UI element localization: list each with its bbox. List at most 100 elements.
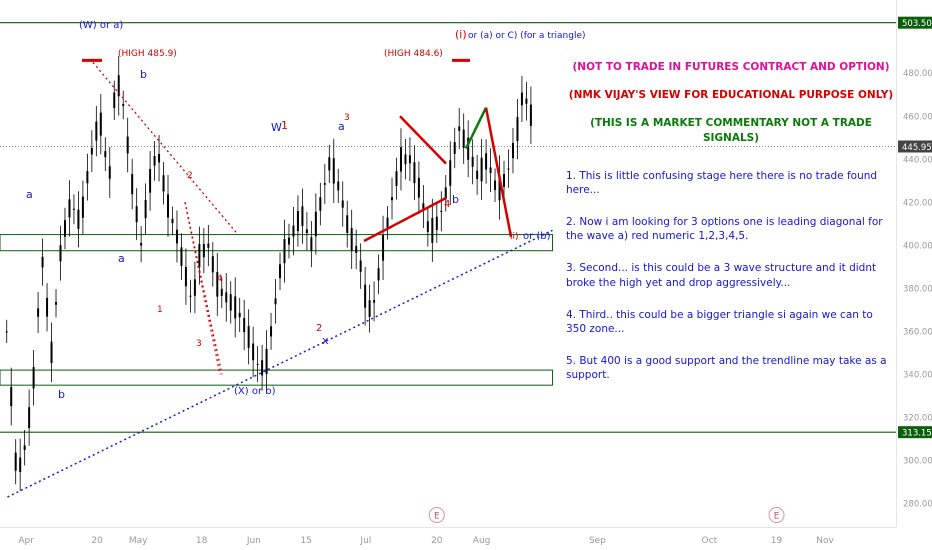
candle-body-80 — [364, 284, 367, 308]
candle-body-104 — [471, 156, 474, 167]
candle-body-88 — [399, 147, 402, 172]
support-zones — [0, 234, 554, 386]
candle-body-40 — [184, 266, 187, 287]
candle-body-48 — [220, 288, 223, 296]
candle-body-97 — [440, 210, 443, 212]
event-label-2: E — [774, 512, 780, 522]
candle-body-50 — [229, 294, 232, 311]
candle-body-13 — [63, 220, 66, 237]
candle-body-7 — [37, 308, 40, 317]
y-tick-280: 280.00 — [903, 499, 932, 509]
candle-body-113 — [511, 143, 514, 159]
candle-body-53 — [243, 317, 246, 333]
candle-body-67 — [305, 229, 308, 234]
wave-label-17: (X) or b) — [234, 386, 276, 397]
candle-body-76 — [346, 215, 349, 233]
candle-body-32 — [149, 169, 152, 193]
x-tick-3: May — [129, 536, 148, 546]
candle-body-87 — [395, 171, 398, 186]
candle-body-75 — [341, 200, 344, 208]
candle-body-23 — [108, 166, 111, 179]
candle-body-108 — [489, 167, 492, 173]
candle-body-49 — [225, 292, 228, 303]
candle-body-70 — [319, 197, 322, 211]
wave-label-6: b — [58, 388, 65, 401]
candle-body-109 — [494, 180, 497, 190]
x-tick-8: 20 — [431, 536, 443, 546]
wave-label-12: 1 — [281, 119, 288, 132]
candle-body-117 — [529, 104, 532, 126]
wave-label-14: 3 — [344, 113, 350, 123]
candle-body-58 — [265, 348, 268, 374]
candle-body-25 — [117, 75, 120, 97]
wave-label-8: 1 — [157, 305, 163, 315]
candle-body-28 — [131, 173, 134, 195]
y-tick-420: 420.00 — [903, 198, 932, 208]
candle-body-83 — [377, 268, 380, 281]
x-tick-6: 15 — [300, 536, 311, 546]
candle-body-64 — [292, 225, 295, 237]
candle-body-12 — [59, 245, 62, 262]
wave-label-7: 2 — [187, 171, 193, 181]
x-tick-10: Sep — [589, 536, 606, 546]
x-tick-9: Aug — [473, 536, 491, 546]
projection-down — [484, 107, 513, 237]
candle-body-2 — [14, 452, 17, 471]
note-2: 2. Now i am looking for 3 options one is… — [566, 216, 883, 243]
candle-body-10 — [50, 341, 53, 364]
candle-body-89 — [404, 154, 407, 165]
candle-body-63 — [287, 237, 290, 245]
wave-dotted-2 — [184, 202, 221, 375]
wave-label-5: a — [118, 252, 125, 265]
candle-body-81 — [368, 300, 371, 318]
wave-label-21: 4 — [444, 199, 450, 210]
price-tag-3: 313.15 — [902, 429, 932, 439]
candle-body-37 — [171, 218, 174, 224]
candle-body-43 — [198, 244, 201, 268]
candle-body-14 — [68, 199, 71, 218]
note-4: 4. Third.. this could be a bigger triang… — [566, 308, 873, 335]
x-tick-13: Nov — [816, 536, 834, 546]
candle-body-90 — [408, 155, 411, 164]
candle-body-59 — [270, 326, 273, 337]
support-zone-2 — [0, 369, 554, 386]
commentary-panel: (NOT TO TRADE IN FUTURES CONTRACT AND OP… — [566, 60, 896, 400]
candle-body-39 — [180, 247, 183, 266]
candle-body-19 — [90, 147, 93, 155]
y-tick-360: 360.00 — [903, 327, 932, 337]
candle-body-0 — [5, 331, 8, 333]
y-tick-380: 380.00 — [903, 284, 932, 294]
price-tag-1: 503.50 — [902, 19, 932, 29]
candle-body-68 — [310, 237, 313, 251]
candle-body-47 — [216, 272, 219, 297]
note-3: 3. Second... is this could be a 3 wave s… — [566, 262, 877, 289]
wave-drawings — [82, 58, 513, 375]
candle-body-78 — [355, 245, 358, 253]
candle-body-51 — [234, 296, 237, 319]
candle-body-61 — [279, 264, 282, 279]
candle-body-73 — [332, 158, 335, 184]
disclaimer-educational: (NMK VIJAY'S VIEW FOR EDUCATIONAL PURPOS… — [568, 89, 894, 102]
wave-label-11: W — [271, 121, 282, 134]
candle-body-99 — [449, 160, 452, 186]
event-marker-2 — [768, 507, 785, 523]
candle-body-42 — [193, 279, 196, 296]
disclaimer-futures: (NOT TO TRADE IN FUTURES CONTRACT AND OP… — [572, 61, 890, 73]
candle-body-21 — [99, 112, 102, 136]
y-tick-320: 320.00 — [903, 413, 932, 423]
note-1: 1. This is little confusing stage here t… — [566, 169, 878, 196]
candle-body-93 — [422, 203, 425, 210]
x-tick-11: Oct — [702, 536, 718, 546]
candle-body-96 — [435, 216, 438, 231]
candle-body-77 — [350, 228, 353, 251]
candle-body-22 — [104, 151, 107, 158]
x-tick-7: Jul — [359, 536, 371, 546]
x-tick-12: 19 — [771, 536, 783, 546]
price-tag-bg-2 — [898, 140, 932, 153]
candle-body-57 — [261, 360, 264, 376]
event-marker-1 — [428, 507, 445, 523]
wave-label-20: or (a) or C) (for a triangle) — [468, 31, 586, 41]
wave-label-23: ii) — [510, 232, 519, 242]
